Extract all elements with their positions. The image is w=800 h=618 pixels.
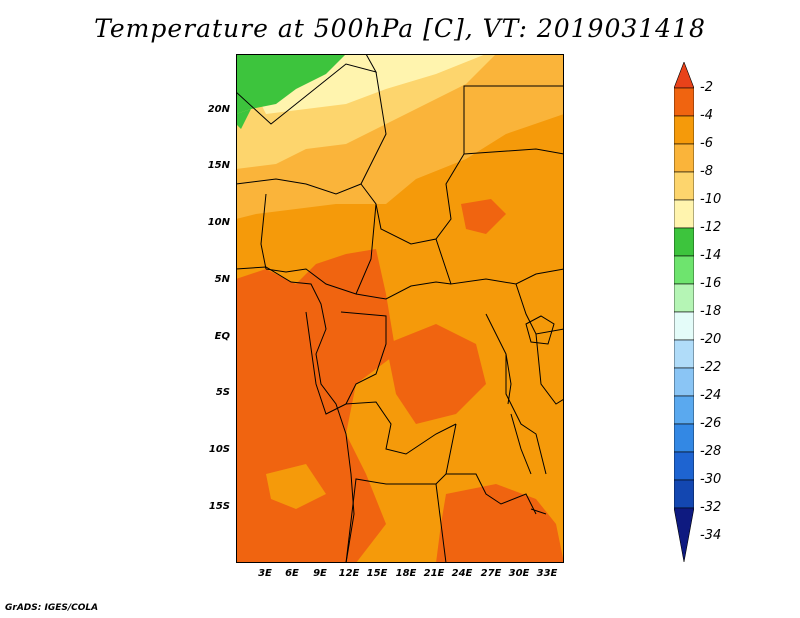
lon-tick: 24E	[451, 568, 473, 579]
lat-tick: 10N	[207, 217, 230, 228]
colorbar-label: -16	[700, 276, 722, 291]
lon-tick: 12E	[338, 568, 360, 579]
lat-tick: 10S	[208, 444, 230, 455]
colorbar-label: -28	[700, 444, 722, 459]
colorbar-segment	[674, 283, 694, 313]
colorbar-label: -26	[700, 416, 722, 431]
lat-tick: 5S	[215, 387, 230, 398]
lon-tick: 27E	[480, 568, 502, 579]
lon-tick: 15E	[366, 568, 388, 579]
colorbar-segment	[674, 479, 694, 509]
coastline	[236, 266, 355, 563]
colorbar-label: -24	[700, 388, 722, 403]
colorbar-segment	[674, 227, 694, 257]
lakes	[505, 315, 555, 515]
colorbar-label: -12	[700, 220, 722, 235]
colorbar-segment	[674, 311, 694, 341]
lon-tick: 6E	[285, 568, 299, 579]
colorbar-label: -4	[700, 108, 713, 123]
country-borders	[236, 54, 564, 563]
colorbar-segment	[674, 255, 694, 285]
colorbar-segment	[674, 171, 694, 201]
colorbar-segment	[674, 143, 694, 173]
colorbar-segment	[674, 87, 694, 117]
region-minus14	[236, 54, 346, 114]
colorbar	[674, 62, 694, 562]
chart-title: Temperature at 500hPa [C], VT: 201903141…	[94, 14, 706, 43]
region-minus4-ne	[461, 199, 506, 234]
region-minus4-se	[436, 484, 564, 563]
lat-tick: 5N	[214, 274, 230, 285]
lon-tick: 33E	[536, 568, 558, 579]
colorbar-label: -18	[700, 304, 722, 319]
colorbar-label: -34	[700, 528, 722, 543]
grads-credit: GrADS: IGES/COLA	[5, 603, 99, 613]
lon-tick: 21E	[423, 568, 445, 579]
region-minus6-patch	[266, 464, 326, 509]
lat-tick: 15N	[207, 160, 230, 171]
colorbar-segment	[674, 423, 694, 453]
colorbar-segment	[674, 339, 694, 369]
region-minus14-edge	[236, 109, 251, 129]
colorbar-label: -2	[700, 80, 713, 95]
colorbar-label: -22	[700, 360, 722, 375]
region-minus4-central	[386, 324, 486, 424]
colorbar-top-arrow	[674, 62, 694, 89]
temperature-map	[236, 54, 564, 563]
colorbar-label: -32	[700, 500, 722, 515]
map-frame	[236, 54, 564, 563]
colorbar-label: -10	[700, 192, 722, 207]
lat-tick: 15S	[208, 501, 230, 512]
colorbar-label: -6	[700, 136, 713, 151]
colorbar-segment	[674, 367, 694, 397]
lon-tick: 3E	[258, 568, 272, 579]
colorbar-segment	[674, 199, 694, 229]
colorbar-segment	[674, 451, 694, 481]
lon-tick: 18E	[395, 568, 417, 579]
colorbar-label: -20	[700, 332, 722, 347]
lat-tick: EQ	[214, 331, 230, 342]
colorbar-label: -8	[700, 164, 713, 179]
lon-tick: 9E	[313, 568, 327, 579]
lat-tick: 20N	[207, 104, 230, 115]
colorbar-bottom-segment	[674, 507, 694, 562]
colorbar-label: -14	[700, 248, 722, 263]
colorbar-segment	[674, 395, 694, 425]
lon-tick: 30E	[508, 568, 530, 579]
colorbar-segment	[674, 115, 694, 145]
colorbar-label: -30	[700, 472, 722, 487]
